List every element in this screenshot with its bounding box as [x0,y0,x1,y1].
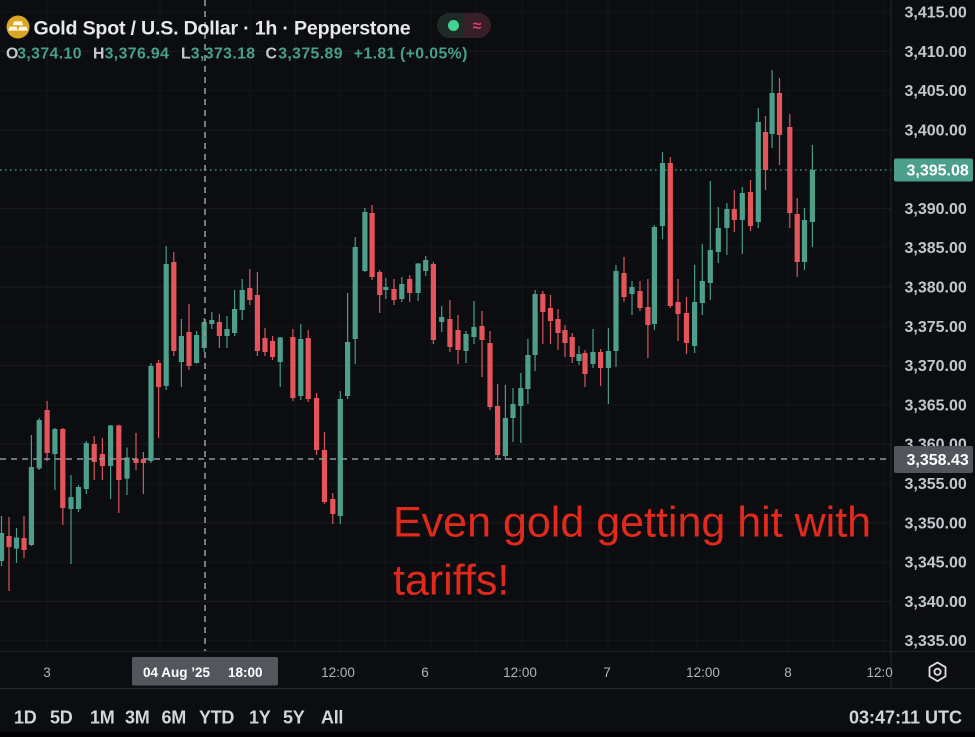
svg-text:3,365.00: 3,365.00 [905,397,967,414]
svg-text:1Y: 1Y [249,708,271,728]
svg-text:12:00: 12:00 [686,665,720,680]
svg-text:3,358.43: 3,358.43 [907,452,969,469]
svg-text:≈: ≈ [473,18,482,35]
svg-text:03:47:11 UTC: 03:47:11 UTC [849,708,962,728]
svg-text:3,380.00: 3,380.00 [905,280,967,297]
svg-text:8: 8 [784,665,792,680]
svg-text:3,350.00: 3,350.00 [905,515,967,532]
svg-text:3,374.10: 3,374.10 [17,46,82,63]
svg-text:12:00: 12:00 [321,665,355,680]
svg-text:3,400.00: 3,400.00 [905,122,967,139]
svg-text:3,375.00: 3,375.00 [905,319,967,336]
svg-text:+1.81: +1.81 [354,46,396,63]
svg-text:18:00: 18:00 [228,665,263,680]
svg-text:(+0.05%): (+0.05%) [400,46,468,63]
svg-text:12:00: 12:00 [503,665,537,680]
svg-text:04 Aug ’25: 04 Aug ’25 [143,665,211,680]
svg-text:O: O [6,46,19,63]
svg-text:3,405.00: 3,405.00 [905,83,967,100]
svg-text:3,376.94: 3,376.94 [105,46,170,63]
svg-text:1M: 1M [90,708,114,728]
svg-text:3,410.00: 3,410.00 [905,44,967,61]
svg-text:All: All [321,708,343,728]
svg-text:Even gold getting hit with: Even gold getting hit with [393,499,871,547]
svg-text:3,340.00: 3,340.00 [905,594,967,611]
svg-text:5Y: 5Y [283,708,305,728]
svg-text:6M: 6M [162,708,186,728]
svg-text:3,370.00: 3,370.00 [905,358,967,375]
svg-text:1D: 1D [14,708,37,728]
svg-text:3,415.00: 3,415.00 [905,5,967,22]
svg-text:5D: 5D [50,708,73,728]
svg-text:3,345.00: 3,345.00 [905,555,967,572]
svg-text:3M: 3M [125,708,149,728]
svg-text:7: 7 [603,665,611,680]
svg-text:3,355.00: 3,355.00 [905,476,967,493]
svg-text:3,335.00: 3,335.00 [905,633,967,650]
svg-text:Gold Spot / U.S. Dollar · 1h ·: Gold Spot / U.S. Dollar · 1h · Peppersto… [34,18,411,40]
svg-text:3,385.00: 3,385.00 [905,240,967,257]
svg-text:6: 6 [421,665,429,680]
svg-text:3,375.89: 3,375.89 [278,46,343,63]
svg-text:3,373.18: 3,373.18 [191,46,256,63]
svg-text:YTD: YTD [199,708,234,728]
svg-text:tariffs!: tariffs! [393,557,509,605]
svg-text:3,395.08: 3,395.08 [907,163,969,180]
svg-text:L: L [181,46,191,63]
svg-text:3: 3 [43,665,51,680]
svg-text:H: H [93,46,105,63]
svg-text:C: C [266,46,278,63]
svg-text:12:0: 12:0 [867,665,893,680]
svg-text:3,390.00: 3,390.00 [905,201,967,218]
